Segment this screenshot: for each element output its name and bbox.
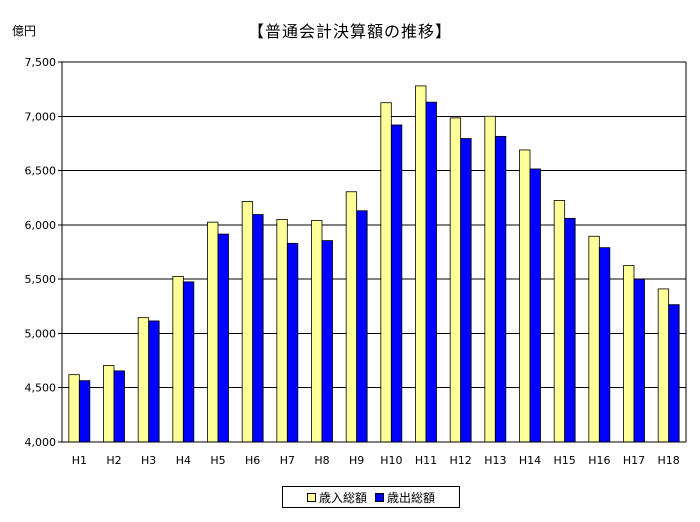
y-tick-label: 6,000 xyxy=(25,219,57,232)
bar-revenue xyxy=(657,288,670,443)
x-tick-label: H17 xyxy=(623,454,645,467)
x-tick-label: H15 xyxy=(554,454,576,467)
bar-expenditure xyxy=(217,233,229,443)
y-tick-label: 6,500 xyxy=(25,165,57,178)
legend-swatch-expenditure xyxy=(375,492,384,502)
bar-expenditure xyxy=(598,247,611,443)
bar-revenue xyxy=(241,201,254,443)
bar-expenditure xyxy=(425,101,437,443)
bar-revenue xyxy=(68,374,80,443)
bar-revenue xyxy=(553,200,566,443)
bar-revenue xyxy=(380,102,392,443)
bar-revenue xyxy=(103,365,115,443)
y-tick-label: 4,500 xyxy=(25,382,57,395)
x-tick-label: H13 xyxy=(484,454,506,467)
x-tick-label: H3 xyxy=(141,454,156,467)
bar-expenditure xyxy=(460,138,472,443)
legend-label-revenue: 歳入総額 xyxy=(318,490,367,505)
bar-expenditure xyxy=(113,370,125,443)
y-tick-label: 5,000 xyxy=(25,327,57,340)
bar-expenditure xyxy=(633,278,645,443)
bar-expenditure xyxy=(668,304,680,443)
bar-expenditure xyxy=(494,135,507,443)
y-tick-label: 7,500 xyxy=(25,56,57,69)
x-tick-label: H16 xyxy=(588,454,610,467)
bar-expenditure xyxy=(356,210,368,443)
y-axis-unit-label: 億円 xyxy=(12,24,37,38)
y-tick-label: 5,500 xyxy=(25,273,57,286)
legend: 歳入総額 歳出総額 xyxy=(282,486,460,508)
bar-revenue xyxy=(311,220,323,443)
y-tick-label: 4,000 xyxy=(25,436,57,449)
x-tick-label: H9 xyxy=(349,454,364,467)
bar-revenue xyxy=(345,191,358,443)
bar-expenditure xyxy=(148,320,160,443)
chart-title: 【普通会計決算額の推移】 xyxy=(247,22,452,41)
bar-revenue xyxy=(276,219,288,443)
bar-expenditure xyxy=(78,380,91,443)
x-tick-label: H7 xyxy=(280,454,295,467)
legend-item-expenditure: 歳出総額 xyxy=(375,489,435,506)
plot-area xyxy=(62,62,686,442)
x-tick-label: H14 xyxy=(519,454,541,467)
x-tick-label: H6 xyxy=(245,454,260,467)
x-tick-label: H11 xyxy=(415,454,437,467)
bars xyxy=(68,85,680,443)
bar-revenue xyxy=(588,235,600,443)
bar-revenue xyxy=(137,317,150,443)
bar-expenditure xyxy=(321,240,333,443)
tick-labels: 4,000 4,500 5,000 5,500 6,000 6,500 7,000 7,500… xyxy=(25,56,680,467)
x-tick-label: H5 xyxy=(210,454,225,467)
y-tick-label: 7,000 xyxy=(25,110,57,123)
legend-item-revenue: 歳入総額 xyxy=(306,489,367,506)
bar-revenue xyxy=(519,149,531,443)
bar-revenue xyxy=(623,265,635,443)
x-tick-label: H1 xyxy=(72,454,87,467)
bar-expenditure xyxy=(286,242,299,443)
x-tick-label: H8 xyxy=(314,454,329,467)
axes xyxy=(58,61,687,443)
bar-expenditure xyxy=(252,214,264,443)
bar-revenue xyxy=(484,115,496,443)
x-tick-label: H18 xyxy=(658,454,680,467)
bar-expenditure xyxy=(564,217,576,443)
bar-revenue xyxy=(172,276,184,443)
bar-expenditure xyxy=(182,281,195,443)
x-tick-label: H2 xyxy=(106,454,121,467)
legend-label-expenditure: 歳出総額 xyxy=(387,490,436,505)
x-tick-label: H10 xyxy=(380,454,402,467)
bar-revenue xyxy=(207,221,219,443)
bar-revenue xyxy=(449,117,462,443)
legend-swatch-revenue xyxy=(306,492,316,502)
x-tick-label: H4 xyxy=(176,454,191,467)
bar-expenditure xyxy=(390,124,403,443)
bar-expenditure xyxy=(529,168,541,443)
x-tick-label: H12 xyxy=(450,454,472,467)
bar-revenue xyxy=(415,85,427,443)
